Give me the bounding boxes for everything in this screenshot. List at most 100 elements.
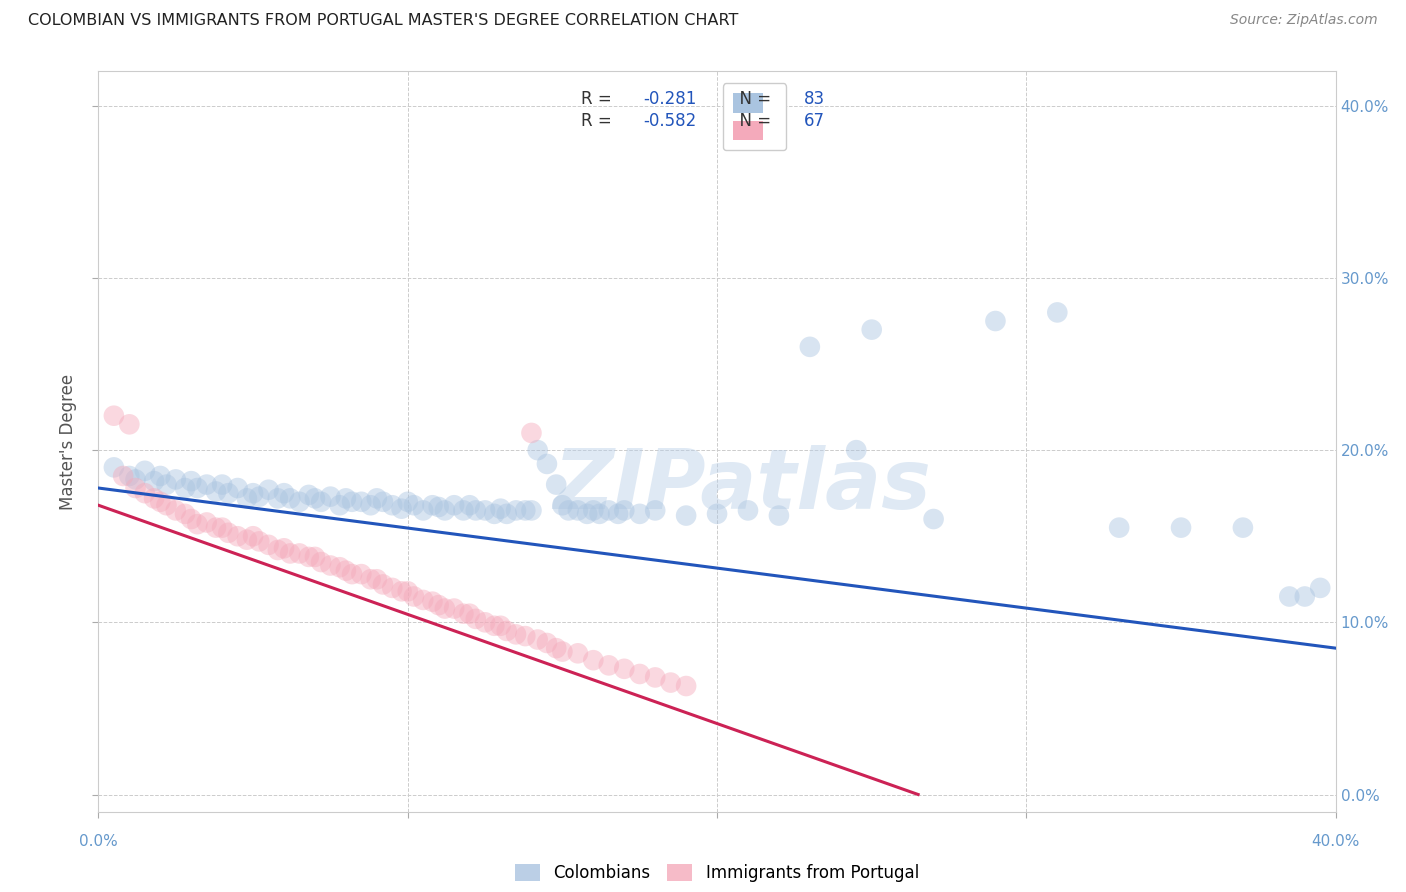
Point xyxy=(396,584,419,599)
Text: 0.0%: 0.0% xyxy=(79,834,118,849)
Point xyxy=(118,469,141,483)
Point xyxy=(567,503,589,517)
Point xyxy=(329,560,352,574)
Point xyxy=(458,607,481,621)
Point xyxy=(607,507,630,521)
Point xyxy=(453,503,475,517)
Point xyxy=(984,314,1007,328)
Point xyxy=(613,662,636,676)
Point xyxy=(366,491,388,506)
Point xyxy=(165,503,187,517)
Point xyxy=(520,425,543,440)
Point xyxy=(799,340,821,354)
Point xyxy=(1309,581,1331,595)
Point xyxy=(226,481,249,495)
Point xyxy=(474,615,496,630)
Point xyxy=(304,491,326,506)
Point xyxy=(174,507,197,521)
Point xyxy=(309,495,332,509)
Point xyxy=(242,529,264,543)
Point xyxy=(273,486,295,500)
Point xyxy=(278,491,301,506)
Point xyxy=(845,443,868,458)
Point xyxy=(257,538,280,552)
Point xyxy=(118,417,141,432)
Point xyxy=(567,646,589,660)
Point xyxy=(180,512,202,526)
Text: N =: N = xyxy=(730,90,776,108)
Point xyxy=(433,503,456,517)
Text: 67: 67 xyxy=(804,112,825,130)
Point xyxy=(551,498,574,512)
Point xyxy=(205,521,228,535)
Point xyxy=(288,495,311,509)
Text: 83: 83 xyxy=(804,90,825,108)
Point xyxy=(613,503,636,517)
Point xyxy=(505,627,527,641)
Point xyxy=(288,546,311,560)
Point xyxy=(134,464,156,478)
Point xyxy=(371,495,394,509)
Point xyxy=(267,491,290,506)
Point xyxy=(582,503,605,517)
Point xyxy=(644,670,666,684)
Text: N =: N = xyxy=(730,112,776,130)
Point xyxy=(505,503,527,517)
Point xyxy=(155,477,177,491)
Point xyxy=(143,491,166,506)
Point xyxy=(319,490,342,504)
Point xyxy=(242,486,264,500)
Point xyxy=(247,490,270,504)
Point xyxy=(644,503,666,517)
Point xyxy=(381,581,404,595)
Point xyxy=(675,508,697,523)
Point xyxy=(273,541,295,556)
Point xyxy=(217,525,239,540)
Point xyxy=(350,495,373,509)
Point xyxy=(217,486,239,500)
Point xyxy=(495,624,517,638)
Point xyxy=(257,483,280,497)
Point xyxy=(489,501,512,516)
Point xyxy=(124,472,146,486)
Point xyxy=(211,477,233,491)
Point xyxy=(396,495,419,509)
Point xyxy=(1108,521,1130,535)
Point xyxy=(628,507,651,521)
Point xyxy=(174,481,197,495)
Point xyxy=(319,558,342,573)
Point xyxy=(922,512,945,526)
Y-axis label: Master's Degree: Master's Degree xyxy=(59,374,77,509)
Point xyxy=(551,644,574,658)
Point xyxy=(371,577,394,591)
Point xyxy=(402,590,425,604)
Point xyxy=(103,409,125,423)
Point xyxy=(675,679,697,693)
Point xyxy=(1170,521,1192,535)
Point xyxy=(155,498,177,512)
Text: R =: R = xyxy=(581,112,617,130)
Point xyxy=(515,503,537,517)
Point xyxy=(546,641,568,656)
Text: 40.0%: 40.0% xyxy=(1312,834,1360,849)
Point xyxy=(149,469,172,483)
Point xyxy=(520,503,543,517)
Point xyxy=(236,533,259,547)
Point xyxy=(458,498,481,512)
Point xyxy=(737,503,759,517)
Point xyxy=(1278,590,1301,604)
Point xyxy=(443,498,465,512)
Point xyxy=(706,507,728,521)
Point xyxy=(526,443,548,458)
Point xyxy=(381,498,404,512)
Point xyxy=(659,675,682,690)
Point xyxy=(278,546,301,560)
Point xyxy=(526,632,548,647)
Point xyxy=(412,503,434,517)
Point xyxy=(536,457,558,471)
Point xyxy=(422,595,444,609)
Point xyxy=(298,549,321,564)
Text: -0.582: -0.582 xyxy=(643,112,696,130)
Point xyxy=(149,495,172,509)
Legend: Colombians, Immigrants from Portugal: Colombians, Immigrants from Portugal xyxy=(509,857,925,888)
